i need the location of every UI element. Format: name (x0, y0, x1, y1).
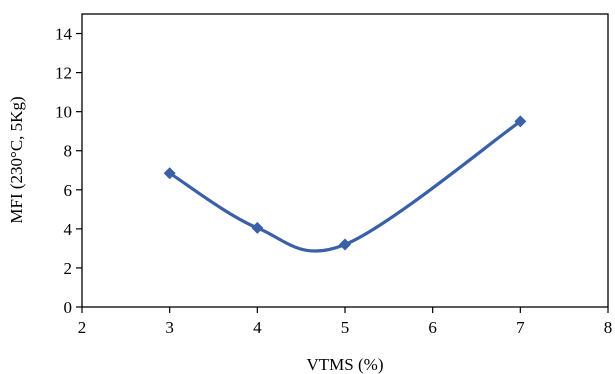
data-point-marker (514, 115, 527, 128)
plot-frame (81, 13, 609, 308)
y-tick-label: 12 (55, 64, 72, 83)
data-point-marker (163, 167, 176, 180)
series-line (168, 119, 522, 253)
x-tick-label: 7 (516, 318, 525, 337)
y-tick-label: 4 (64, 220, 73, 239)
x-tick-label: 6 (428, 318, 437, 337)
y-tick-label: 6 (64, 181, 73, 200)
x-tick-label: 4 (253, 318, 262, 337)
x-tick-label: 3 (165, 318, 174, 337)
x-tick-label: 5 (341, 318, 350, 337)
series-layer (163, 115, 527, 253)
plot-area (81, 13, 609, 308)
y-tick-label: 0 (64, 298, 73, 317)
y-tick-label: 8 (64, 142, 73, 161)
data-point-marker (251, 221, 264, 234)
y-tick-label: 2 (64, 259, 73, 278)
y-tick-label: 10 (55, 103, 72, 122)
data-point-marker (339, 238, 351, 251)
x-axis: 2 3 4 5 6 7 8 (78, 307, 613, 337)
y-axis-title: MFI (230°C, 5Kg) (7, 96, 26, 223)
x-tick-label: 8 (604, 318, 613, 337)
x-axis-title: VTMS (%) (307, 355, 384, 374)
y-tick-label: 14 (55, 25, 73, 44)
y-axis: 0 2 4 6 8 10 12 14 (55, 25, 82, 317)
x-tick-label: 2 (78, 318, 87, 337)
